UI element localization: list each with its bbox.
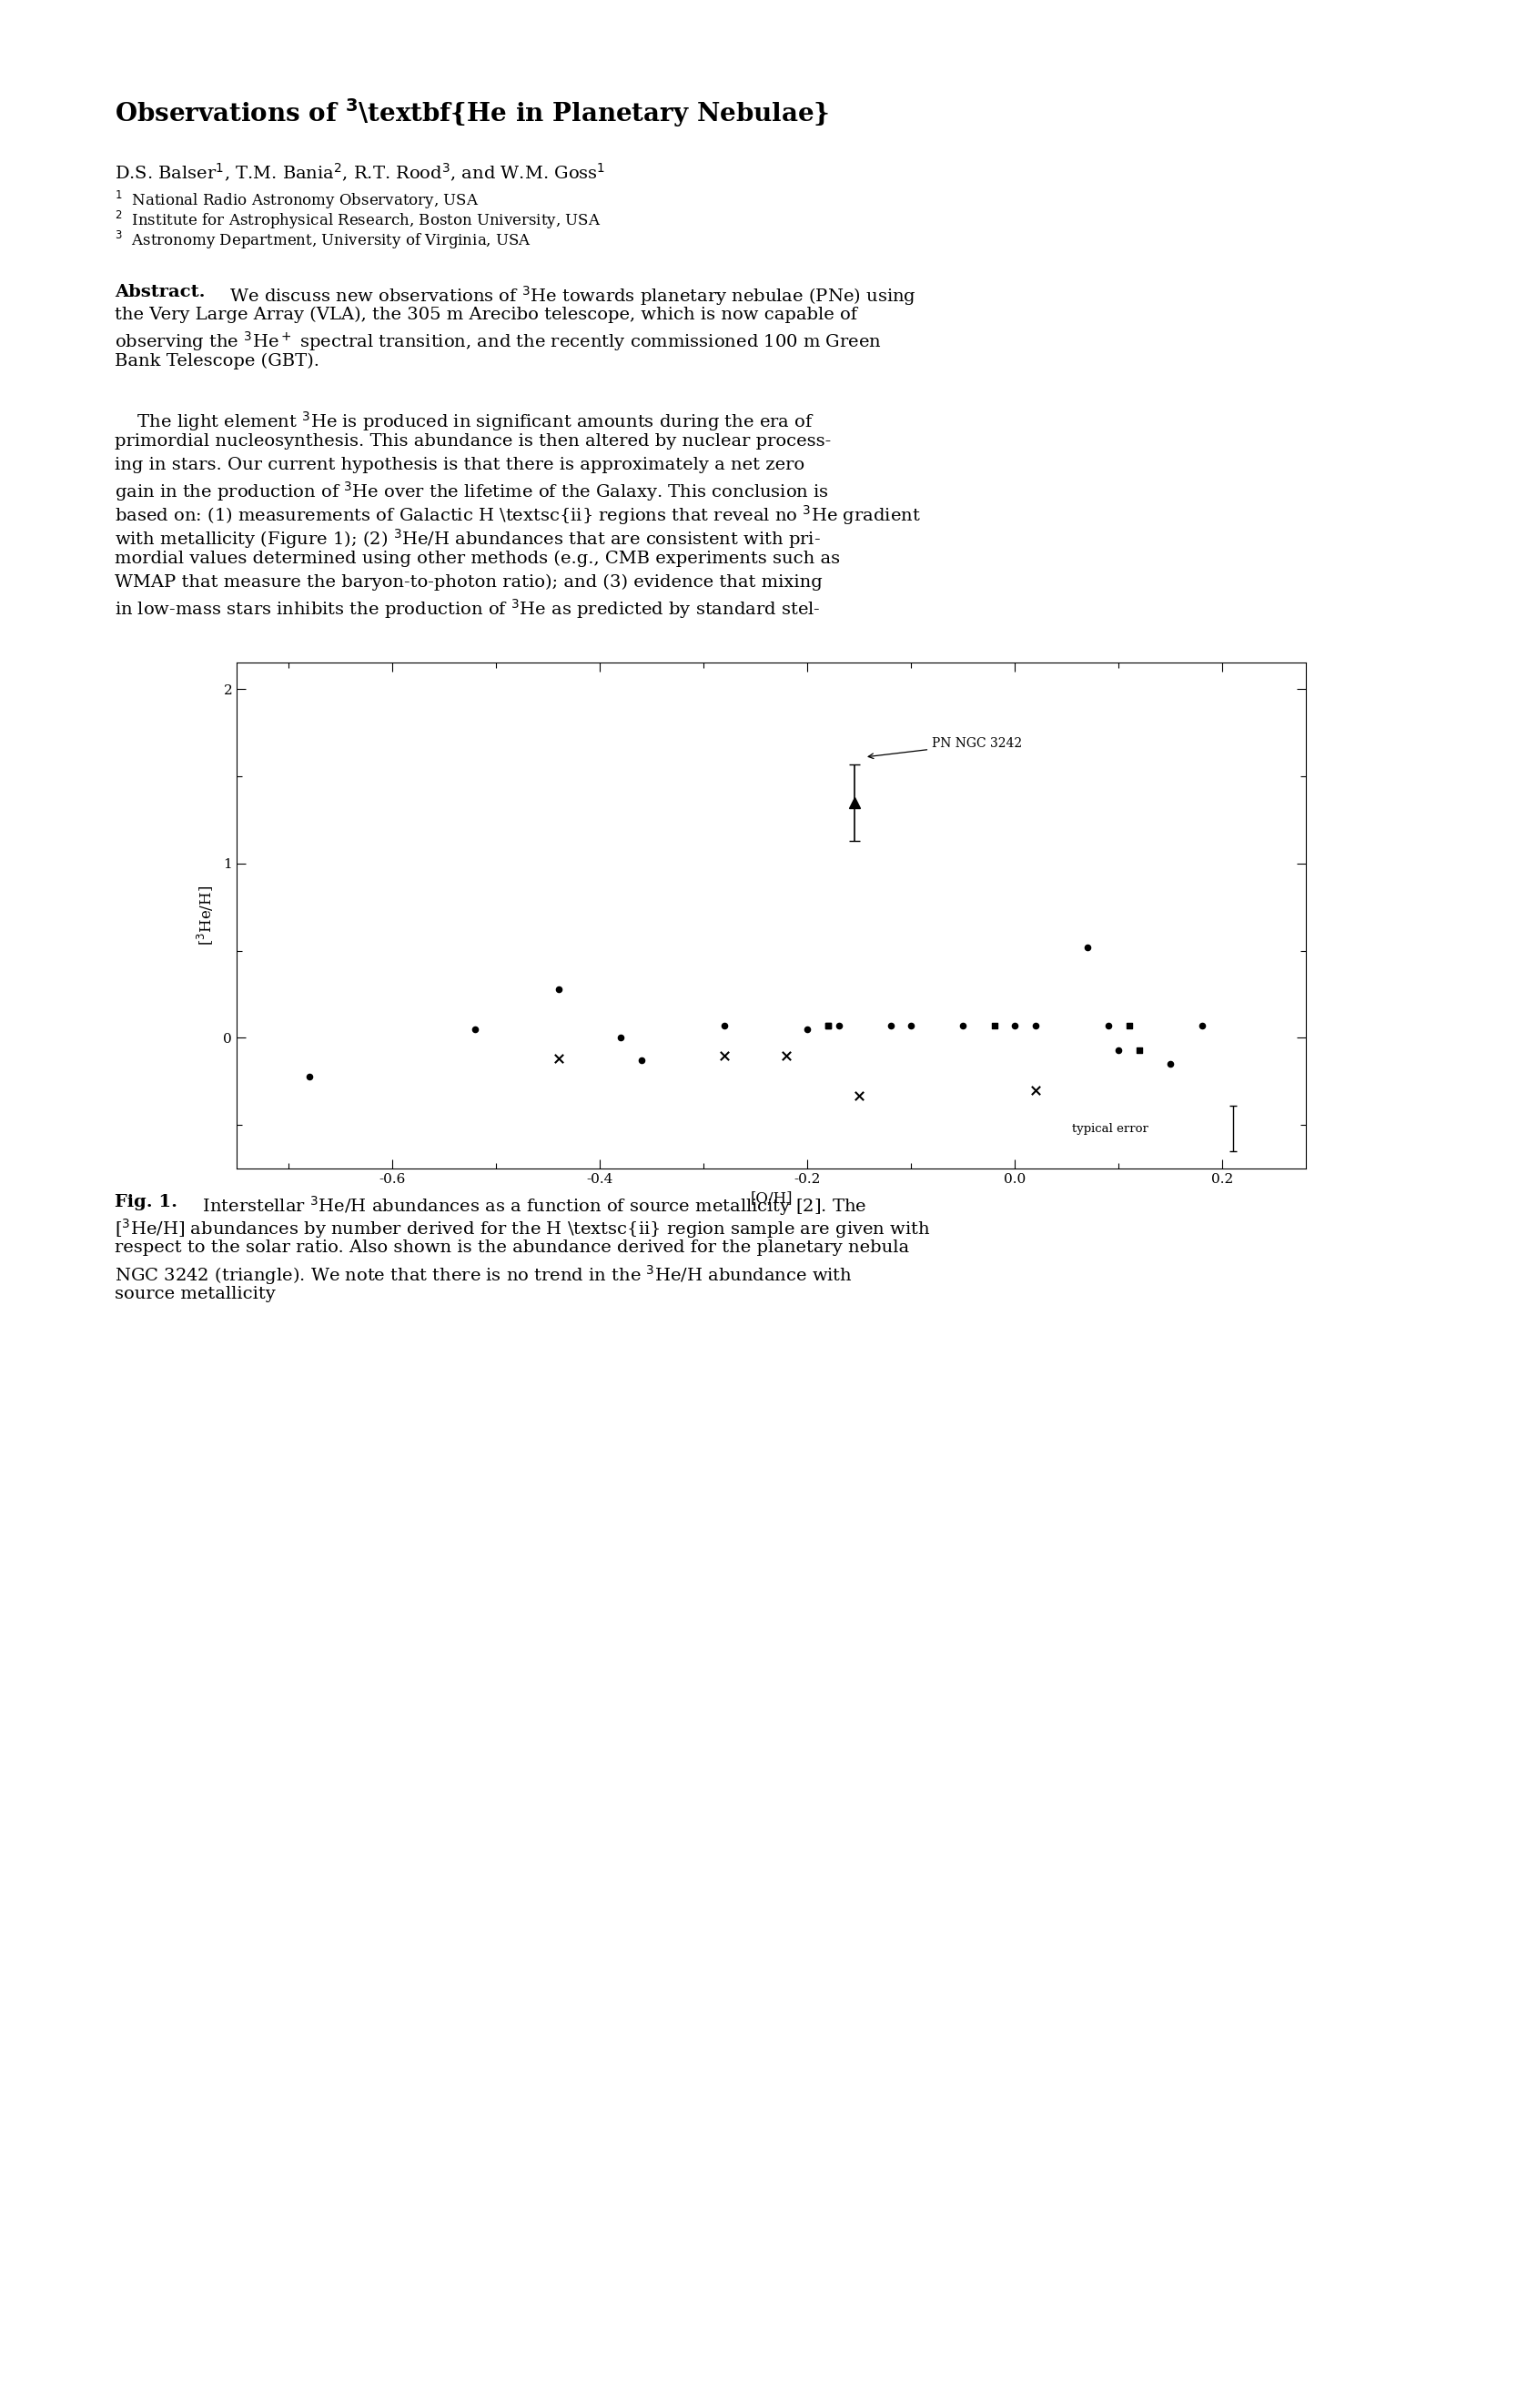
Text: Abstract.: Abstract. [115, 284, 205, 301]
Point [712, 1035, 736, 1074]
Point [629, 1040, 654, 1079]
Point [547, 970, 571, 1009]
Text: WMAP that measure the baryon-to-photon ratio); and (3) evidence that mixing: WMAP that measure the baryon-to-photon r… [115, 573, 822, 590]
Point [815, 1007, 840, 1045]
Point [1107, 1031, 1132, 1069]
Point [1159, 1045, 1183, 1084]
Point [796, 1009, 820, 1047]
Point [547, 1040, 571, 1079]
Text: observing the $^3$He$^+$ spectral transition, and the recently commissioned 100 : observing the $^3$He$^+$ spectral transi… [115, 330, 881, 354]
Text: primordial nucleosynthesis. This abundance is then altered by nuclear process-: primordial nucleosynthesis. This abundan… [115, 433, 831, 450]
Point [463, 1009, 487, 1047]
Text: $^2$  Institute for Astrophysical Research, Boston University, USA: $^2$ Institute for Astrophysical Researc… [115, 209, 602, 231]
Text: gain in the production of $^3$He over the lifetime of the Galaxy. This conclusio: gain in the production of $^3$He over th… [115, 479, 829, 503]
Point [774, 1035, 799, 1074]
Point [298, 1057, 322, 1096]
Text: the Very Large Array (VLA), the 305 m Arecibo telescope, which is now capable of: the Very Large Array (VLA), the 305 m Ar… [115, 306, 857, 323]
Text: source metallicity: source metallicity [115, 1286, 275, 1303]
Text: [$^3$He/H] abundances by number derived for the H \textsc{ii} region sample are : [$^3$He/H] abundances by number derived … [115, 1216, 930, 1240]
Text: We discuss new observations of $^3$He towards planetary nebulae (PNe) using: We discuss new observations of $^3$He to… [218, 284, 916, 308]
Text: Interstellar $^3$He/H abundances as a function of source metallicity [2]. The: Interstellar $^3$He/H abundances as a fu… [191, 1194, 866, 1218]
Text: $^3$  Astronomy Department, University of Virginia, USA: $^3$ Astronomy Department, University of… [115, 229, 531, 250]
Point [1023, 1007, 1048, 1045]
Text: Bank Telescope (GBT).: Bank Telescope (GBT). [115, 352, 319, 368]
Point [878, 1007, 902, 1045]
Text: Fig. 1.: Fig. 1. [115, 1194, 177, 1211]
Text: based on: (1) measurements of Galactic H \textsc{ii} regions that reveal no $^3$: based on: (1) measurements of Galactic H… [115, 503, 921, 527]
Text: ing in stars. Our current hypothesis is that there is approximately a net zero: ing in stars. Our current hypothesis is … [115, 458, 805, 472]
Text: mordial values determined using other methods (e.g., CMB experiments such as: mordial values determined using other me… [115, 549, 840, 566]
Text: The light element $^3$He is produced in significant amounts during the era of: The light element $^3$He is produced in … [115, 409, 814, 433]
Text: Observations of $^{\mathbf{3}}$\textbf{He in Planetary Nebulae}: Observations of $^{\mathbf{3}}$\textbf{H… [115, 96, 829, 130]
Text: with metallicity (Figure 1); (2) $^3$He/H abundances that are consistent with pr: with metallicity (Figure 1); (2) $^3$He/… [115, 527, 820, 551]
Point [899, 1007, 924, 1045]
Point [1190, 1007, 1214, 1045]
Text: NGC 3242 (triangle). We note that there is no trend in the $^3$He/H abundance wi: NGC 3242 (triangle). We note that there … [115, 1262, 852, 1286]
Point [982, 1007, 1006, 1045]
Point [847, 1076, 872, 1115]
Y-axis label: [$^3$He/H]: [$^3$He/H] [195, 886, 215, 946]
Point [1023, 1072, 1048, 1110]
Point [826, 1007, 851, 1045]
Point [815, 1007, 840, 1045]
Point [1075, 927, 1099, 966]
Text: PN NGC 3242: PN NGC 3242 [869, 737, 1022, 759]
Text: respect to the solar ratio. Also shown is the abundance derived for the planetar: respect to the solar ratio. Also shown i… [115, 1240, 909, 1257]
Text: $^1$  National Radio Astronomy Observatory, USA: $^1$ National Radio Astronomy Observator… [115, 188, 479, 209]
Text: D.S. Balser$^1$, T.M. Bania$^2$, R.T. Rood$^3$, and W.M. Goss$^1$: D.S. Balser$^1$, T.M. Bania$^2$, R.T. Ro… [115, 161, 605, 183]
Point [1003, 1007, 1028, 1045]
Point [608, 1019, 632, 1057]
Point [1127, 1031, 1151, 1069]
Point [951, 1007, 976, 1045]
Text: typical error: typical error [1072, 1122, 1148, 1134]
X-axis label: [O/H]: [O/H] [750, 1192, 793, 1206]
Point [712, 1007, 736, 1045]
Point [1096, 1007, 1121, 1045]
Point [1116, 1007, 1141, 1045]
Text: in low-mass stars inhibits the production of $^3$He as predicted by standard ste: in low-mass stars inhibits the productio… [115, 597, 820, 621]
